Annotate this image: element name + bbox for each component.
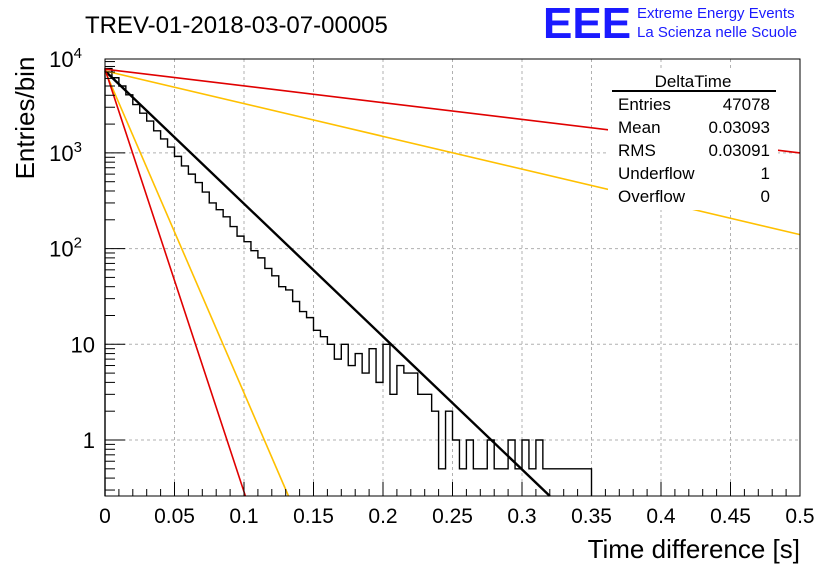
x-tick-label: 0.35 bbox=[571, 505, 612, 528]
x-tick-label: 0.45 bbox=[710, 505, 751, 528]
y-tick-label: 1 bbox=[83, 428, 95, 453]
stats-label: Underflow bbox=[618, 164, 695, 183]
stats-value: 0 bbox=[761, 187, 770, 206]
stats-label: Mean bbox=[618, 118, 661, 137]
y-axis-label: Entries/bin bbox=[10, 57, 40, 180]
stats-value: 47078 bbox=[723, 95, 770, 114]
stats-value: 0.03093 bbox=[709, 118, 770, 137]
logo-line-1: Extreme Energy Events bbox=[637, 5, 795, 22]
logo-line-2: La Scienza nelle Scuole bbox=[637, 24, 797, 41]
x-tick-label: 0.4 bbox=[646, 505, 676, 528]
stats-box: DeltaTime Entries 47078 Mean 0.03093 RMS 0.03… bbox=[608, 70, 778, 210]
stats-value: 1 bbox=[761, 164, 770, 183]
x-axis-label: Time difference [s] bbox=[588, 534, 800, 564]
x-tick-label: 0.2 bbox=[368, 505, 397, 528]
stats-label: Entries bbox=[618, 95, 671, 114]
axis-ticks: 0 0.05 0.1 0.15 0.2 0.25 0.3 0.35 0.4 0.45 0.51101… bbox=[49, 45, 814, 528]
y-tick-label: 10 bbox=[71, 332, 95, 357]
stats-label: RMS bbox=[618, 141, 656, 160]
series-line bbox=[104, 68, 247, 497]
series-line bbox=[104, 69, 551, 497]
histogram bbox=[104, 67, 593, 496]
stats-label: Overflow bbox=[618, 187, 686, 206]
x-tick-label: 0.15 bbox=[293, 505, 334, 528]
x-tick-label: 0.25 bbox=[432, 505, 473, 528]
x-tick-label: 0.05 bbox=[154, 505, 195, 528]
stats-value: 0.03091 bbox=[709, 141, 770, 160]
series-line bbox=[104, 70, 290, 497]
x-tick-label: 0 bbox=[99, 505, 111, 528]
y-tick-label: 104 bbox=[49, 45, 82, 72]
logo-letters: EEE bbox=[543, 0, 631, 48]
x-tick-label: 0.5 bbox=[785, 505, 814, 528]
chart-title: TREV-01-2018-03-07-00005 bbox=[85, 12, 388, 39]
eee-logo: EEE Extreme Energy Events La Scienza nel… bbox=[543, 0, 797, 48]
histogram-outline bbox=[104, 67, 593, 496]
stats-rows: Entries 47078 Mean 0.03093 RMS 0.03091 Underfl… bbox=[618, 95, 770, 206]
stats-background bbox=[608, 70, 778, 210]
x-tick-label: 0.1 bbox=[229, 505, 258, 528]
stats-header: DeltaTime bbox=[655, 72, 732, 91]
x-tick-label: 0.3 bbox=[507, 505, 536, 528]
